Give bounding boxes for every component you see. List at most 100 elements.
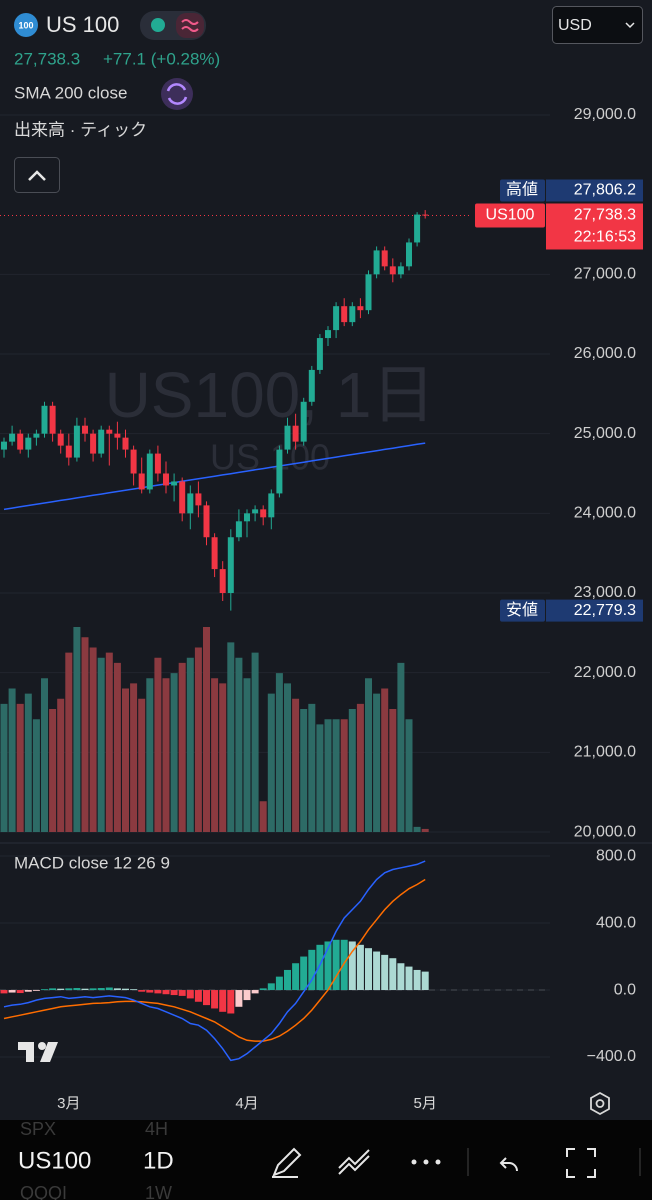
histogram-bar xyxy=(300,956,308,991)
candle-body xyxy=(268,493,275,518)
histogram-bar xyxy=(24,990,32,992)
volume-bar xyxy=(154,657,162,832)
ghost-interval: 1W xyxy=(145,1183,172,1200)
toggle-alt xyxy=(176,13,204,38)
last-price-box xyxy=(546,203,643,250)
candle-body xyxy=(414,214,421,243)
candle-body xyxy=(260,509,267,518)
candle-body xyxy=(292,425,299,442)
volume-bar xyxy=(316,724,324,832)
indicator-icon[interactable] xyxy=(161,78,193,110)
candle-body xyxy=(373,250,380,275)
x-tick-label: 3月 xyxy=(57,1095,80,1112)
candle-body xyxy=(244,513,250,522)
candle-body xyxy=(235,521,242,538)
volume-label[interactable]: 出来高 · ティック xyxy=(14,120,147,139)
candle-body xyxy=(106,429,113,434)
toggle-dot xyxy=(151,18,165,32)
volume-bar xyxy=(49,709,57,832)
indicator-label[interactable]: SMA 200 close xyxy=(14,83,127,102)
y-tick-label: 23,000.0 xyxy=(574,584,636,601)
candle-body xyxy=(325,330,331,339)
toolbar-symbol[interactable]: US100 xyxy=(18,1147,91,1174)
candle-body xyxy=(252,509,259,514)
candle-body xyxy=(316,338,323,370)
histogram-bar xyxy=(251,990,259,994)
settings-icon[interactable] xyxy=(590,1091,610,1116)
toggle-icon xyxy=(181,19,199,32)
volume-bar xyxy=(373,693,381,832)
candle-body xyxy=(187,493,194,514)
histogram-bar xyxy=(146,990,154,993)
histogram-bar xyxy=(32,990,40,991)
last-price-value: 27,738.3 xyxy=(574,207,636,224)
volume-bar xyxy=(267,693,275,832)
y-tick-label: 0.0 xyxy=(614,981,636,998)
volume-bar xyxy=(259,801,267,832)
histogram-bar xyxy=(186,990,194,999)
candle-body xyxy=(357,306,364,311)
draw-icon[interactable] xyxy=(272,1147,302,1178)
volume-bar xyxy=(24,693,32,832)
candle-body xyxy=(9,433,16,442)
symbol-icon[interactable] xyxy=(14,13,38,37)
volume-bar xyxy=(73,627,81,832)
histogram-bar xyxy=(194,990,202,1002)
candle-body xyxy=(122,437,129,450)
plot: 20,000.0 21,000.0 22,000.0 23,000.0 24,000.0… xyxy=(0,106,636,1112)
histogram-bar xyxy=(324,941,332,991)
histogram-bar xyxy=(275,976,283,991)
volume-bar xyxy=(81,637,89,832)
undo-icon[interactable] xyxy=(499,1157,518,1172)
more-icon[interactable] xyxy=(411,1159,441,1165)
toolbar xyxy=(0,1120,652,1200)
candle-body xyxy=(171,481,178,486)
symbol[interactable]: US 100 xyxy=(46,12,119,37)
histogram-bar xyxy=(292,963,300,991)
histogram-bar xyxy=(8,990,16,993)
candle-body xyxy=(341,306,348,323)
y-tick-label: 29,000.0 xyxy=(574,106,636,123)
histogram-bar xyxy=(316,944,324,991)
candle-body xyxy=(219,569,226,594)
currency-select[interactable] xyxy=(552,6,643,44)
candle-body xyxy=(114,433,121,438)
volume-bar xyxy=(292,698,300,832)
last-price-symbol: US100 xyxy=(486,207,535,224)
collapse-button[interactable] xyxy=(14,157,60,193)
volume-bar xyxy=(381,688,389,832)
volume-bar xyxy=(57,698,65,832)
candle-body xyxy=(284,425,291,450)
candle-body xyxy=(211,537,218,570)
volume-bar xyxy=(219,683,227,832)
candle-body xyxy=(90,433,97,454)
histogram-bar xyxy=(356,944,364,991)
volume-bar xyxy=(138,698,146,832)
fullscreen-icon[interactable] xyxy=(566,1148,596,1178)
candle-body xyxy=(65,445,72,458)
histogram-bar xyxy=(178,990,186,996)
x-tick-label: 5月 xyxy=(414,1095,437,1112)
candle-body xyxy=(333,306,340,331)
candle-body xyxy=(57,433,64,446)
badge-label-box xyxy=(500,599,545,622)
badge-label: 高値 xyxy=(506,181,538,199)
volume-bar xyxy=(300,709,308,832)
volume-bar xyxy=(89,647,97,832)
candle-body xyxy=(1,441,7,450)
toolbar-interval[interactable]: 1D xyxy=(143,1147,174,1174)
volume-bar xyxy=(146,678,154,832)
volume-bar xyxy=(122,688,129,832)
candle-body xyxy=(381,250,388,267)
countdown: 22:16:53 xyxy=(574,229,636,246)
histogram-bar xyxy=(97,988,105,991)
volume-bar xyxy=(340,719,348,832)
badge-label: 安値 xyxy=(506,601,538,619)
candle-body xyxy=(98,429,105,454)
histogram-bar xyxy=(267,983,275,991)
histogram-bar xyxy=(162,990,170,995)
indicators-icon[interactable] xyxy=(338,1149,370,1175)
volume-bar xyxy=(365,678,372,832)
ghost-symbol: SPX xyxy=(20,1119,56,1139)
volume-bar xyxy=(308,703,316,832)
